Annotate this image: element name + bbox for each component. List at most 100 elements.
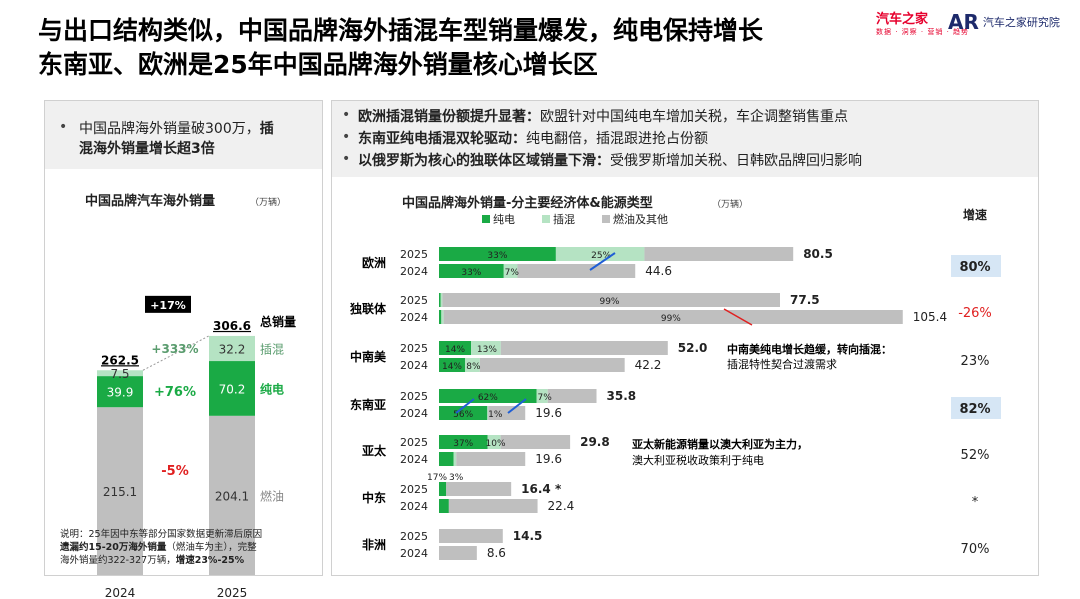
bar-ice-欧洲-2025: [644, 247, 794, 261]
bar-ice-亚太-2024: [456, 452, 526, 466]
chart-unit: （万辆）: [250, 196, 286, 208]
growth-value-独联体: -26%: [958, 306, 992, 321]
bullet-2-bold: 东南亚纯电插混双轮驱动：: [358, 131, 526, 147]
bar-ice-中东-2024: [448, 499, 538, 513]
legend-label-燃油及其他: 燃油及其他: [613, 212, 668, 226]
arrow-cis-decline: [723, 308, 753, 326]
year-label: 2025: [400, 483, 428, 496]
legend-label-插混: 插混: [553, 212, 575, 226]
phev-share-label: 7%: [538, 393, 553, 403]
bar-phev-欧洲-2024: [503, 264, 518, 278]
year-label: 2024: [400, 453, 428, 466]
bar-total-label: 262.5: [101, 353, 139, 367]
region-label: 东南亚: [350, 397, 386, 412]
ev-share-label: 17%: [427, 473, 447, 483]
right-bullet-1: 欧洲插混销量份额提升显著：欧盟针对中国纯电车增加关税，车企调整销售重点: [358, 107, 848, 127]
bullet-dot: •: [59, 119, 68, 135]
region-label: 中南美: [350, 349, 387, 364]
summary-bold-1: 插: [259, 121, 274, 137]
research-institute-logo: AR 汽车之家研究院: [948, 10, 1060, 34]
bar-phev-中南美-2024: [464, 358, 480, 372]
chart-unit: （万辆）: [712, 198, 748, 210]
year-label: 2025: [400, 530, 428, 543]
bar-value-label: 204.1: [215, 489, 249, 503]
bar-value-label: 215.1: [103, 485, 137, 499]
bar-total-label: 35.8: [607, 389, 637, 403]
bar-ev-中南美-2024: [439, 358, 465, 372]
growth-value-非洲: 70%: [961, 542, 990, 557]
right-bullet-2: 东南亚纯电插混双轮驱动：纯电翻倍，插混跟进抢占份额: [358, 129, 708, 149]
year-label: 2025: [400, 342, 428, 355]
bar-ice-东南亚-2025: [547, 389, 597, 403]
year-label: 2025: [400, 294, 428, 307]
year-label: 2024: [400, 407, 428, 420]
growth-header: 增速: [963, 207, 987, 222]
growth-highlight-bg: [951, 397, 1001, 419]
growth-value-中南美: 23%: [961, 354, 990, 369]
year-label: 2024: [400, 359, 428, 372]
summary-normal: 中国品牌海外销量破300万，: [79, 121, 260, 137]
bar-total-label: 306.6: [213, 319, 251, 333]
growth-badge-bg: [145, 295, 191, 313]
bar-value-label: 39.9: [107, 386, 134, 400]
logo1-sub: 数据 · 洞察 · 营销 · 趋势: [876, 28, 970, 36]
year-label: 2025: [400, 390, 428, 403]
legend-swatch-纯电: [482, 215, 490, 223]
chart-title: 中国品牌海外销量-分主要经济体&能源类型: [402, 195, 653, 211]
phev-share-label: 10%: [486, 439, 506, 449]
page-title: 与出口结构类似，中国品牌海外插混车型销量爆发，纯电保持增长 东南亚、欧洲是25年…: [38, 14, 763, 82]
bar-segment-纯电-2024: [97, 376, 143, 408]
bar-ice-非洲-2025: [439, 529, 503, 543]
annotation-1-line-1: 中南美纯电增长趋缓，转向插混：: [727, 342, 892, 356]
bar-total-label: 42.2: [635, 358, 662, 372]
bar-total-label: 29.8: [580, 435, 610, 449]
phev-share-label: 8%: [466, 362, 481, 372]
bar-ice-中南美-2025: [500, 341, 668, 355]
bar-total-label: 52.0: [678, 341, 708, 355]
year-label: 2025: [400, 248, 428, 261]
bar-total-label: 8.6: [487, 546, 506, 560]
bar-phev-欧洲-2025: [555, 247, 645, 261]
growth-value-东南亚: 82%: [959, 402, 990, 417]
left-footnote: 说明：25年因中东等部分国家数据更新滞后原因 遗漏约15-20万海外销量（燃油车…: [60, 528, 320, 567]
annotation-2-line-1: 亚太新能源销量以澳大利亚为主力，: [632, 437, 808, 451]
year-label: 2024: [400, 265, 428, 278]
phev-share-label: 1%: [488, 410, 503, 420]
region-label: 非洲: [362, 537, 386, 552]
series-label-燃油: 燃油: [260, 488, 284, 503]
growth-value-欧洲: 80%: [959, 260, 990, 275]
series-label-纯电: 纯电: [260, 381, 284, 396]
title-line-1: 与出口结构类似，中国品牌海外插混车型销量爆发，纯电保持增长: [38, 16, 764, 45]
year-label: 2024: [400, 547, 428, 560]
bar-ev-中南美-2025: [439, 341, 472, 355]
bullet-2-text: 纯电翻倍，插混跟进抢占份额: [526, 131, 708, 147]
bar-segment-燃油-2025: [209, 415, 255, 575]
logo2-name: 汽车之家研究院: [982, 16, 1060, 29]
category-label: 2024: [105, 586, 136, 599]
bar-total-label: 105.4: [913, 310, 947, 324]
note-line-3: 海外销量约322-327万辆，: [60, 555, 176, 566]
bar-ev-欧洲-2024: [439, 264, 504, 278]
bar-ev-欧洲-2025: [439, 247, 556, 261]
bullet-1-bold: 欧洲插混销量份额提升显著：: [358, 109, 540, 125]
bar-ev-亚太-2024: [439, 452, 454, 466]
growth-label-燃油: -5%: [161, 464, 188, 479]
bar-segment-插混-2024: [97, 370, 143, 377]
bar-total-label: 16.4 *: [521, 482, 562, 496]
bar-ice-亚太-2025: [500, 435, 571, 449]
bar-phev-亚太-2024: [453, 452, 457, 466]
bullet-dot: •: [342, 129, 351, 145]
year-label: 2025: [400, 436, 428, 449]
left-summary-text: 中国品牌海外销量破300万，插 混海外销量增长超3倍: [79, 119, 315, 159]
bar-segment-插混-2025: [209, 335, 255, 362]
bar-ice-中南美-2024: [479, 358, 625, 372]
bar-ev-独联体-2025: [439, 293, 441, 307]
ev-share-label: 56%: [453, 410, 473, 420]
legend-swatch-插混: [542, 215, 550, 223]
bar-segment-纯电-2025: [209, 361, 255, 416]
annotation-1-line-2: 插混特性契合过渡需求: [727, 357, 837, 371]
bar-ice-独联体-2024: [443, 310, 903, 324]
phev-share-label: 25%: [591, 251, 611, 261]
bar-value-label: 7.5: [110, 367, 129, 381]
